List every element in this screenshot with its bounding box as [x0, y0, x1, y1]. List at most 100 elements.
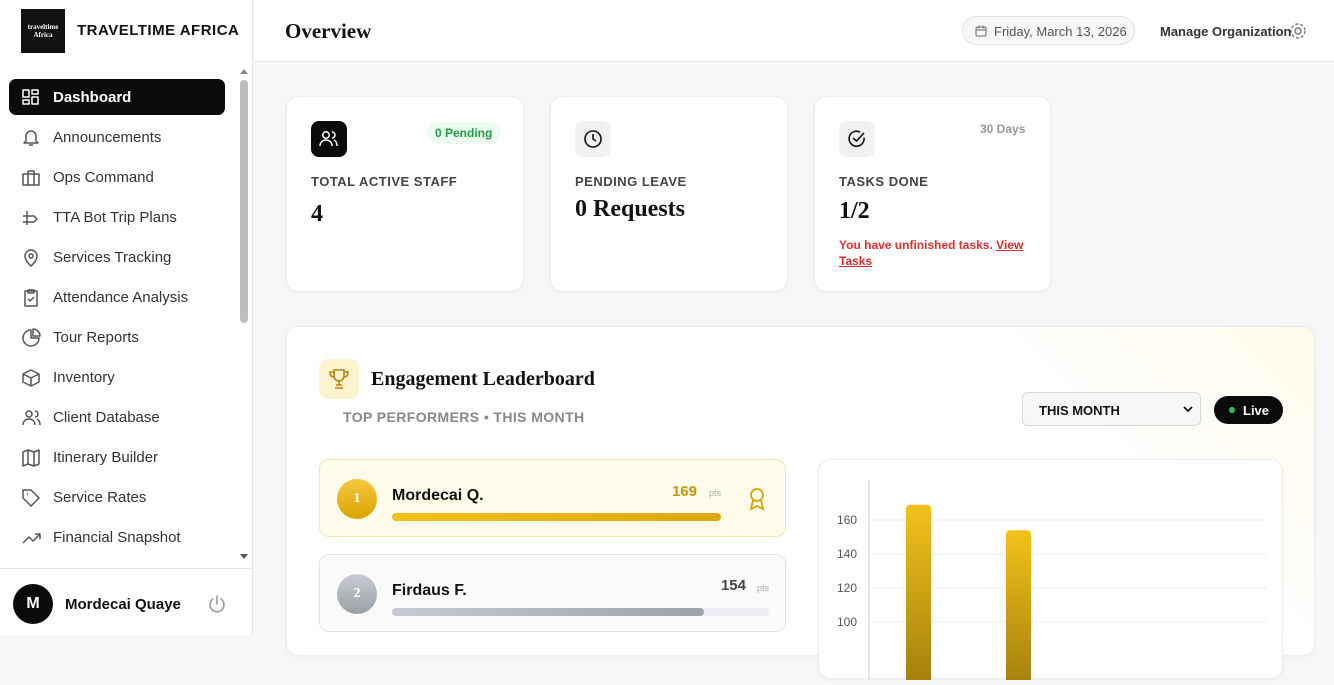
- nav-icon: [22, 369, 40, 387]
- top-bar: Overview Friday, March 13, 2026 Manage O…: [254, 0, 1334, 62]
- nav-label: Announcements: [53, 128, 162, 146]
- stat-card: 0 Pending TOTAL ACTIVE STAFF 4: [286, 96, 524, 292]
- y-tick-label: 120: [837, 581, 857, 595]
- warning-text: You have unfinished tasks.: [839, 238, 993, 252]
- nav-label: Financial Snapshot: [53, 528, 181, 546]
- nav-label: Service Rates: [53, 488, 147, 506]
- nav-icon: [23, 211, 38, 225]
- icon-shape: [22, 369, 40, 387]
- nav-icon: [22, 533, 41, 544]
- member-name: Mordecai Q.: [392, 487, 484, 504]
- nav-icon: [22, 449, 40, 467]
- staff-icon: [311, 121, 347, 157]
- points-value: 154: [720, 577, 746, 594]
- leaderboard-panel: Engagement Leaderboard TOP PERFORMERS • …: [286, 326, 1315, 685]
- nav-item[interactable]: Ops Command: [9, 159, 225, 195]
- stat-card: 30 Days TASKS DONE 1/2 You have unfinish…: [814, 96, 1051, 292]
- points-chart: 100 120 140 160: [837, 480, 1267, 685]
- date-pill: Friday, March 13, 2026: [962, 16, 1135, 45]
- nav-item[interactable]: Attendance Analysis: [9, 279, 225, 315]
- progress-track: [392, 608, 769, 616]
- nav-label: Dashboard: [53, 88, 132, 106]
- nav-item[interactable]: TTA Bot Trip Plans: [9, 199, 225, 235]
- nav-icon: [24, 249, 38, 267]
- scroll-up[interactable]: [239, 68, 249, 76]
- live-dot: [1229, 407, 1235, 413]
- page-title: Overview: [285, 19, 372, 43]
- select-arrow: [1183, 406, 1193, 413]
- sidebar: traveltime Africa TRAVELTIME AFRICA Dash…: [0, 0, 253, 635]
- stat-label: TOTAL ACTIVE STAFF: [311, 174, 458, 189]
- nav-item[interactable]: Financial Snapshot: [9, 519, 225, 555]
- icon-shape: [22, 170, 40, 186]
- y-tick-label: 140: [837, 547, 857, 561]
- chart-card: 100 120 140 160: [818, 459, 1283, 685]
- nav-item[interactable]: Announcements: [9, 119, 225, 155]
- nav-item[interactable]: Dashboard: [9, 79, 225, 115]
- stat-value: 4: [311, 201, 323, 227]
- icon-shape: [23, 130, 39, 146]
- icon-shape: [749, 488, 765, 511]
- icon-shape: [24, 289, 38, 307]
- y-tick-label: 100: [837, 615, 857, 629]
- award-icon: [749, 488, 765, 511]
- settings-icon[interactable]: [1288, 21, 1308, 41]
- leaderboard-subtitle: TOP PERFORMERS • THIS MONTH: [343, 409, 585, 425]
- stat-value: 1/2: [839, 198, 870, 224]
- points-value: 169: [671, 483, 697, 500]
- nav-icon: [24, 289, 38, 307]
- leaderboard-title: Engagement Leaderboard: [371, 368, 595, 390]
- user-name: Mordecai Quaye: [65, 596, 181, 613]
- stat-label: TASKS DONE: [839, 174, 929, 189]
- logo: traveltime Africa: [21, 9, 65, 53]
- user-avatar: M: [13, 584, 53, 624]
- rank-badge: 2: [337, 574, 377, 614]
- logout-button[interactable]: [207, 594, 227, 614]
- icon-shape: [22, 410, 41, 426]
- nav-item[interactable]: Tour Reports: [9, 319, 225, 355]
- icon-shape: [23, 211, 38, 225]
- live-text: Live: [1243, 403, 1270, 418]
- bar: [906, 504, 931, 685]
- nav-item[interactable]: Itinerary Builder: [9, 439, 225, 475]
- clock-icon: [575, 121, 611, 157]
- manage-org[interactable]: Manage Organization: [1160, 24, 1292, 39]
- icon-shape: [22, 533, 41, 544]
- nav-item[interactable]: Services Tracking: [9, 239, 225, 275]
- points-unit: pts: [708, 488, 721, 498]
- leaderboard-entry: 1 Mordecai Q. 169 pts: [319, 459, 786, 537]
- nav-label: TTA Bot Trip Plans: [53, 208, 177, 226]
- nav-item[interactable]: Inventory: [9, 359, 225, 395]
- scroll-down[interactable]: [239, 553, 249, 561]
- calendar-icon: [975, 25, 987, 37]
- brand-name: TRAVELTIME AFRICA: [77, 22, 240, 39]
- stat-value: 0 Requests: [575, 196, 686, 222]
- bar: [1006, 530, 1031, 685]
- progress-fill: [392, 513, 721, 521]
- y-tick-label: 160: [837, 513, 857, 527]
- check-icon: [839, 121, 875, 157]
- nav-icon: [22, 489, 40, 507]
- nav-label: Attendance Analysis: [53, 288, 189, 306]
- rank-badge: 1: [337, 479, 377, 519]
- nav-label: Itinerary Builder: [53, 448, 159, 466]
- period-select[interactable]: THIS MONTH: [1022, 392, 1201, 426]
- points-unit: pts: [756, 583, 769, 593]
- nav-label: Tour Reports: [53, 328, 139, 346]
- icon-shape: [22, 328, 41, 347]
- select-value: THIS MONTH: [1039, 403, 1120, 418]
- date-text: Friday, March 13, 2026: [994, 24, 1127, 39]
- view-tasks-link[interactable]: View Tasks: [839, 238, 1024, 268]
- nav-label: Services Tracking: [53, 248, 172, 266]
- nav-label: Client Database: [53, 408, 160, 426]
- nav-item[interactable]: Client Database: [9, 399, 225, 435]
- icon-shape: [22, 489, 40, 507]
- pending-badge: 0 Pending: [427, 122, 501, 144]
- progress-track: [392, 513, 721, 521]
- nav-item[interactable]: Service Rates: [9, 479, 225, 515]
- icon-shape: [22, 89, 39, 105]
- nav-icon: [23, 130, 39, 146]
- scrollbar[interactable]: [240, 80, 248, 323]
- stat-label: PENDING LEAVE: [575, 174, 687, 189]
